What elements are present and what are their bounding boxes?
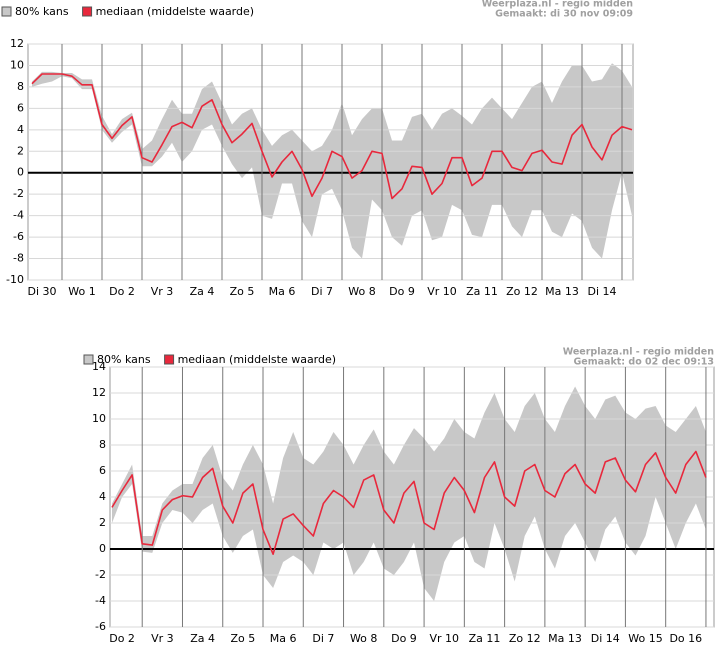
x-tick-label: Ma 13 [548, 632, 582, 645]
x-tick-label: Do 9 [391, 632, 417, 645]
legend-swatch [1, 6, 12, 17]
x-tick-label: Za 4 [190, 285, 215, 298]
legend-label: 80% kans [97, 353, 151, 366]
x-tick-label: Di 14 [587, 285, 616, 298]
y-tick-label: 6 [17, 101, 24, 114]
median-line [111, 450, 707, 555]
legend-label: mediaan (middelste waarde) [178, 353, 336, 366]
x-tick-label: Wo 8 [350, 632, 377, 645]
y-tick-label: -10 [6, 273, 24, 286]
y-tick-label: 2 [17, 144, 24, 157]
x-tick-label: Zo 5 [230, 285, 255, 298]
source-label: Weerplaza.nl - regio midden [563, 347, 715, 358]
x-tick-label: Za 11 [469, 632, 501, 645]
source-label: Weerplaza.nl - regio midden [482, 0, 634, 10]
legend-swatch [82, 6, 93, 17]
x-tick-label: Di 30 [27, 285, 56, 298]
probability-band [32, 63, 632, 259]
y-tick-label: 4 [99, 490, 106, 503]
x-tick-label: Di 7 [311, 285, 333, 298]
x-tick-label: Ma 13 [545, 285, 579, 298]
probability-band [112, 386, 706, 601]
y-tick-label: -4 [13, 209, 24, 222]
y-tick-label: -6 [95, 620, 106, 633]
plot [27, 43, 634, 281]
x-tick-label: Za 11 [466, 285, 498, 298]
y-tick-label: 14 [92, 360, 106, 373]
x-tick-label: Wo 1 [68, 285, 95, 298]
x-tick-label: Ma 6 [269, 285, 296, 298]
y-tick-label: 6 [99, 464, 106, 477]
y-tick-label: -6 [13, 230, 24, 243]
x-tick-label: Vr 10 [429, 632, 459, 645]
median-line [31, 73, 633, 200]
y-tick-label: -8 [13, 252, 24, 265]
x-tick-label: Di 7 [312, 632, 334, 645]
x-tick-label: Vr 10 [427, 285, 457, 298]
legend-label: mediaan (middelste waarde) [96, 5, 254, 18]
y-tick-label: 0 [17, 166, 24, 179]
legend-label: 80% kans [15, 5, 69, 18]
x-tick-label: Wo 15 [628, 632, 662, 645]
x-tick-label: Zo 12 [506, 285, 538, 298]
y-tick-label: 12 [10, 37, 24, 50]
y-tick-label: 2 [99, 516, 106, 529]
x-tick-label: Do 16 [669, 632, 702, 645]
x-tick-label: Di 14 [591, 632, 620, 645]
created-label: Gemaakt: di 30 nov 09:09 [495, 9, 633, 20]
plot [109, 366, 715, 628]
y-tick-label: -4 [95, 594, 106, 607]
y-tick-label: -2 [13, 187, 24, 200]
x-tick-label: Do 2 [109, 632, 135, 645]
created-label: Gemaakt: do 02 dec 09:13 [573, 357, 714, 368]
x-tick-label: Wo 8 [348, 285, 375, 298]
y-tick-label: 8 [17, 80, 24, 93]
x-tick-label: Za 4 [190, 632, 215, 645]
x-tick-label: Zo 12 [509, 632, 541, 645]
y-tick-label: 8 [99, 438, 106, 451]
y-tick-label: 10 [92, 412, 106, 425]
y-tick-label: 4 [17, 123, 24, 136]
x-tick-label: Vr 3 [151, 632, 174, 645]
x-tick-label: Do 2 [109, 285, 135, 298]
legend-swatch [164, 354, 175, 365]
y-tick-label: 12 [92, 386, 106, 399]
y-tick-label: 10 [10, 58, 24, 71]
x-tick-label: Ma 6 [270, 632, 297, 645]
y-tick-label: -2 [95, 568, 106, 581]
x-tick-label: Do 9 [389, 285, 415, 298]
x-tick-label: Zo 5 [230, 632, 255, 645]
y-tick-label: 0 [99, 542, 106, 555]
x-tick-label: Vr 3 [151, 285, 174, 298]
legend-swatch [83, 354, 94, 365]
